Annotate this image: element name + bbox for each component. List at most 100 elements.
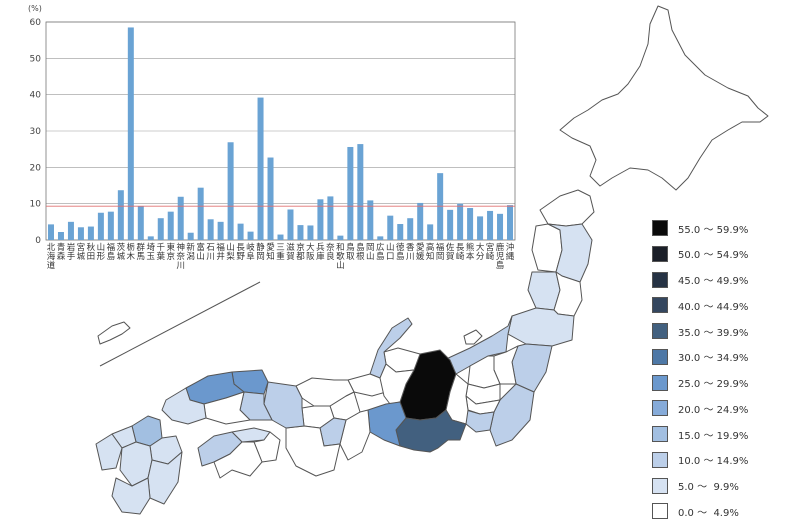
x-tick-label: 福島 bbox=[107, 242, 116, 262]
y-tick-label: 60 bbox=[30, 18, 42, 28]
bar-福島 bbox=[107, 211, 114, 240]
x-tick-label: 鳥取 bbox=[346, 242, 355, 262]
legend-item: 30.0 ～ 34.9% bbox=[652, 345, 792, 369]
bar-高知 bbox=[427, 224, 434, 240]
bar-広島 bbox=[377, 236, 384, 240]
x-tick-label: 千葉 bbox=[156, 242, 165, 262]
bar-宮崎 bbox=[487, 210, 494, 240]
y-tick-label: 50 bbox=[30, 54, 42, 64]
x-tick-label: 広島 bbox=[376, 242, 385, 262]
legend-item: 50.0 ～ 54.9% bbox=[652, 242, 792, 266]
legend-swatch bbox=[652, 245, 668, 262]
bar-山形 bbox=[97, 212, 104, 240]
x-tick-label: 熊本 bbox=[466, 242, 475, 262]
x-tick-label: 北海道 bbox=[47, 243, 56, 271]
bar-新潟 bbox=[187, 232, 194, 240]
bar-大分 bbox=[477, 216, 484, 240]
bar-佐賀 bbox=[447, 209, 454, 240]
legend-swatch bbox=[652, 426, 668, 442]
map-legend: 55.0 ～ 59.9% 50.0 ～ 54.9% 45.0 ～ 49.9% 40.0… bbox=[652, 216, 792, 525]
bar-兵庫 bbox=[317, 199, 324, 240]
y-unit-label: (%) bbox=[28, 4, 42, 13]
x-tick-label: 岡山 bbox=[366, 243, 375, 262]
legend-label: 55.0 ～ 59.9% bbox=[678, 224, 749, 236]
map-region-gifu bbox=[379, 363, 415, 405]
y-tick-label: 40 bbox=[30, 91, 42, 101]
legend-label: 0.0 ～ 4.9% bbox=[678, 507, 739, 519]
map-region-nagasaki bbox=[95, 433, 123, 471]
legend-swatch bbox=[652, 477, 668, 494]
map-region-island bbox=[97, 321, 131, 345]
x-tick-label: 大阪 bbox=[306, 242, 315, 262]
x-tick-label: 徳島 bbox=[396, 242, 405, 262]
y-tick-label: 10 bbox=[30, 200, 42, 210]
bar-福井 bbox=[217, 221, 224, 240]
x-tick-label: 高知 bbox=[426, 242, 435, 262]
legend-label: 40.0 ～ 44.9% bbox=[678, 301, 749, 313]
x-tick-label: 和歌山 bbox=[336, 243, 345, 271]
bar-長野 bbox=[237, 223, 244, 240]
x-tick-label: 兵庫 bbox=[316, 242, 325, 262]
bar-沖縄 bbox=[507, 205, 514, 240]
bar-栃木 bbox=[127, 27, 134, 241]
legend-swatch bbox=[652, 451, 668, 468]
legend-item: 25.0 ～ 29.9% bbox=[652, 371, 792, 395]
map-region-aichi bbox=[367, 401, 407, 447]
bar-東京 bbox=[167, 211, 174, 240]
legend-item: 45.0 ～ 49.9% bbox=[652, 268, 792, 292]
x-tick-label: 東京 bbox=[166, 242, 175, 262]
x-tick-label: 愛媛 bbox=[416, 242, 425, 262]
x-tick-label: 長野 bbox=[236, 243, 245, 262]
bar-大阪 bbox=[307, 225, 314, 240]
x-tick-label: 静岡 bbox=[256, 242, 265, 262]
map-region-hyogo bbox=[263, 381, 305, 429]
x-tick-label: 群馬 bbox=[137, 242, 146, 262]
bar-島根 bbox=[357, 144, 364, 240]
bar-愛媛 bbox=[417, 202, 424, 240]
x-tick-label: 島根 bbox=[356, 242, 365, 262]
legend-swatch bbox=[652, 297, 668, 314]
x-tick-label: 愛知 bbox=[266, 242, 275, 262]
x-tick-label: 埼玉 bbox=[147, 242, 156, 262]
legend-label: 10.0 ～ 14.9% bbox=[678, 456, 749, 468]
legend-item: 10.0 ～ 14.9% bbox=[652, 448, 792, 472]
bar-熊本 bbox=[467, 208, 474, 240]
x-tick-label: 京都 bbox=[296, 242, 305, 262]
bar-茨城 bbox=[117, 190, 124, 240]
map-region-kochi bbox=[213, 441, 263, 479]
legend-item: 0.0 ～ 4.9% bbox=[652, 499, 792, 523]
legend-swatch bbox=[652, 374, 668, 391]
legend-swatch bbox=[652, 400, 668, 417]
x-tick-label: 大分 bbox=[476, 242, 485, 262]
bar-群馬 bbox=[137, 206, 144, 240]
map-region-wakayama bbox=[285, 425, 341, 477]
bar-石川 bbox=[207, 219, 214, 240]
bar-鳥取 bbox=[347, 146, 354, 240]
map-region-hokkaido bbox=[559, 5, 769, 191]
y-tick-label: 0 bbox=[35, 236, 41, 246]
bar-宮城 bbox=[77, 227, 84, 240]
bar-和歌山 bbox=[337, 235, 344, 240]
x-tick-label: 福井 bbox=[216, 242, 225, 262]
x-tick-label: 茨城 bbox=[117, 242, 126, 262]
map-region-sado bbox=[463, 329, 483, 345]
x-tick-label: 秋田 bbox=[87, 242, 96, 262]
okinawa-separator bbox=[99, 281, 261, 367]
legend-label: 25.0 ～ 29.9% bbox=[678, 379, 749, 390]
bar-千葉 bbox=[157, 218, 164, 240]
legend-label: 35.0 ～ 39.9% bbox=[678, 327, 749, 339]
bar-北海道 bbox=[47, 224, 54, 240]
x-tick-label: 香川 bbox=[406, 242, 415, 262]
x-tick-label: 鹿児島 bbox=[496, 242, 505, 271]
bar-埼玉 bbox=[147, 236, 154, 240]
x-tick-label: 山梨 bbox=[226, 242, 235, 262]
bar-静岡 bbox=[257, 97, 264, 240]
x-tick-label: 山口 bbox=[386, 242, 395, 262]
x-tick-label: 新潟 bbox=[186, 242, 195, 262]
legend-item: 35.0 ～ 39.9% bbox=[652, 319, 792, 343]
x-tick-label: 長崎 bbox=[456, 243, 465, 262]
legend-swatch bbox=[652, 271, 668, 288]
x-tick-label: 滋賀 bbox=[286, 242, 295, 262]
x-tick-label: 福岡 bbox=[436, 242, 445, 262]
